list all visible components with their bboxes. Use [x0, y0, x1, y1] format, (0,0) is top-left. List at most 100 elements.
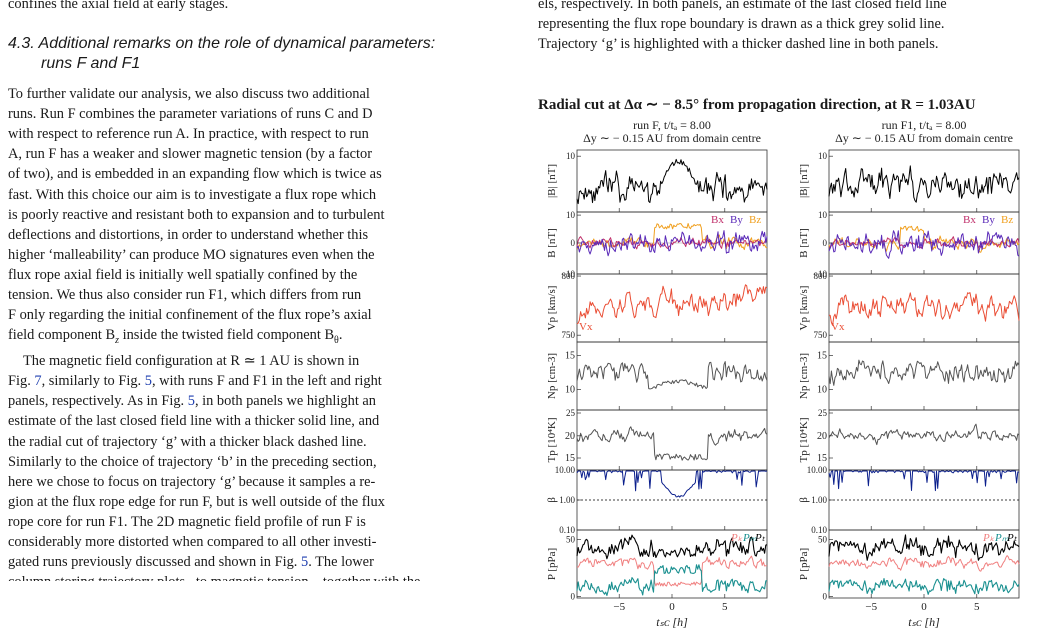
beta-line — [828, 470, 1020, 492]
p2-line: here we chose to focus on trajectory ‘g’… — [8, 473, 376, 490]
p2-line: gion at the flux rope edge for run F, bu… — [8, 493, 385, 510]
subplot-frame — [828, 273, 1020, 343]
y-tick-label: 800 — [562, 271, 576, 281]
y-tick-label: 10 — [566, 151, 576, 161]
pm-line — [828, 578, 1020, 595]
y-axis-label: |B| [nT] — [798, 164, 810, 198]
y-tick-label: 0.10 — [559, 525, 575, 535]
y-tick-label: 20 — [565, 431, 575, 442]
p1-line: F only regarding the initial confinement… — [8, 307, 372, 324]
x-tick-label: 5 — [722, 601, 728, 613]
y-axis-label: Tp [10⁴K] — [546, 417, 558, 462]
x-tick-label: −5 — [865, 601, 877, 613]
y-tick-label: 10.00 — [807, 465, 828, 475]
panel-header-offset: Δy ∼ − 0.15 AU from domain centre — [583, 131, 761, 145]
paragraph-1: To further validate our analysis, we als… — [8, 84, 520, 581]
y-axis-label: Tp [10⁴K] — [798, 417, 810, 462]
p1-line: with respect to reference run A. In prac… — [8, 126, 369, 143]
absb-line — [576, 158, 768, 205]
y-tick-label: 10 — [566, 210, 576, 220]
y-axis-label: Np [cm-3] — [546, 353, 558, 399]
subplot-frame — [576, 409, 768, 471]
subplot-frame — [576, 211, 768, 275]
y-axis-label: P [pPa] — [546, 548, 558, 580]
section-number: 4.3. — [8, 35, 35, 53]
pm-line — [576, 564, 768, 597]
bz-line — [828, 225, 1020, 253]
pk-line — [576, 555, 767, 587]
y-tick-label: 0 — [823, 592, 828, 602]
p2-line: estimate of the last closed field line w… — [8, 413, 380, 430]
y-tick-label: 20 — [817, 431, 827, 442]
y-tick-label: 10 — [565, 385, 575, 396]
left-column: confines the axial field at early stages… — [8, 0, 520, 581]
figure-link[interactable]: 5 — [300, 554, 309, 571]
y-tick-label: 15 — [565, 351, 575, 362]
x-axis-label: tₛᴄ [h] — [908, 615, 940, 629]
p1-last-line: field component Bz inside the twisted fi… — [8, 327, 343, 347]
subplot-frame — [828, 341, 1020, 411]
figure-link[interactable]: 7 — [34, 373, 42, 390]
p2-line: The magnetic field configuration at R ≃ … — [23, 353, 360, 370]
y-tick-label: 10 — [818, 151, 828, 161]
p1-line: of two), and is embedded in an expanding… — [8, 166, 382, 183]
y-tick-label: 750 — [814, 330, 828, 340]
p2-line: panels, respectively. As in Fig. 5, in b… — [8, 393, 376, 410]
legend-bz: Bz — [1001, 214, 1013, 226]
legend-vx: Vx — [579, 321, 593, 333]
y-axis-label: Vp [km/s] — [546, 286, 558, 331]
y-tick-label: 15 — [817, 453, 827, 464]
legend-by: By — [730, 214, 743, 226]
x-tick-label: 0 — [921, 601, 927, 613]
y-tick-label: −10 — [561, 269, 576, 279]
subplot-frame — [828, 211, 1020, 275]
p2-line: rope core for run F1. The 2D magnetic fi… — [8, 513, 366, 530]
legend-bx: Bx — [963, 214, 976, 226]
caption-line: Trajectory ‘g’ is highlighted with a thi… — [538, 36, 939, 53]
x-tick-label: 0 — [669, 601, 675, 613]
y-axis-label: Vp [km/s] — [798, 286, 810, 331]
section-title-line1: Additional remarks on the role of dynami… — [38, 35, 436, 53]
y-tick-label: 750 — [562, 330, 576, 340]
p2-line: Fig. 7, similarly to Fig. 5, with runs F… — [8, 373, 382, 390]
x-tick-label: 5 — [974, 601, 980, 613]
legend-pt: Pₜ — [754, 532, 766, 544]
y-axis-label: Np [cm-3] — [798, 353, 810, 399]
panel-header-run: run F, t/tₐ = 8.00 — [633, 118, 711, 132]
pk-line — [828, 555, 1020, 572]
y-tick-label: 0 — [571, 592, 576, 602]
y-tick-label: 25 — [566, 408, 576, 418]
y-tick-label: 10 — [817, 385, 827, 396]
legend-pm: Pₘ — [742, 532, 757, 544]
legend-bz: Bz — [749, 214, 761, 226]
figure-link[interactable]: 5 — [144, 373, 152, 390]
y-tick-label: 15 — [565, 453, 575, 464]
caption-line: representing the flux rope boundary is d… — [538, 16, 945, 33]
panel-header-offset: Δy ∼ − 0.15 AU from domain centre — [835, 131, 1013, 145]
tp-line — [576, 426, 768, 461]
y-axis-label: |B| [nT] — [546, 164, 558, 198]
section-heading: 4.3. Additional remarks on the role of d… — [8, 34, 520, 74]
y-axis-label: β — [798, 497, 810, 503]
subplot-frame — [828, 149, 1020, 213]
np-line — [828, 359, 1020, 386]
p1-line: higher ‘malleability’ can produce MO sig… — [8, 246, 375, 263]
y-tick-label: 1.00 — [559, 495, 575, 505]
legend-bx: Bx — [711, 214, 724, 226]
y-tick-label: 10 — [818, 210, 828, 220]
figure-link[interactable]: 5 — [187, 393, 195, 410]
pt-line — [828, 534, 1020, 561]
p1-line: To further validate our analysis, we als… — [8, 86, 370, 103]
subplot-frame — [576, 469, 768, 531]
section-title-line2: runs F and F1 — [41, 55, 141, 73]
bx-line — [576, 236, 768, 250]
legend-by: By — [982, 214, 995, 226]
y-tick-label: 10.00 — [555, 465, 576, 475]
p1-line: tension. We thus also consider run F1, w… — [8, 287, 362, 304]
legend-pm: Pₘ — [994, 532, 1009, 544]
p2-cut-line: column storing trajectory plots...to mag… — [8, 572, 520, 581]
p1-line: deflections and distortions, in order to… — [8, 226, 369, 243]
subplot-frame — [576, 341, 768, 411]
legend-pk: Pₖ — [982, 532, 995, 544]
